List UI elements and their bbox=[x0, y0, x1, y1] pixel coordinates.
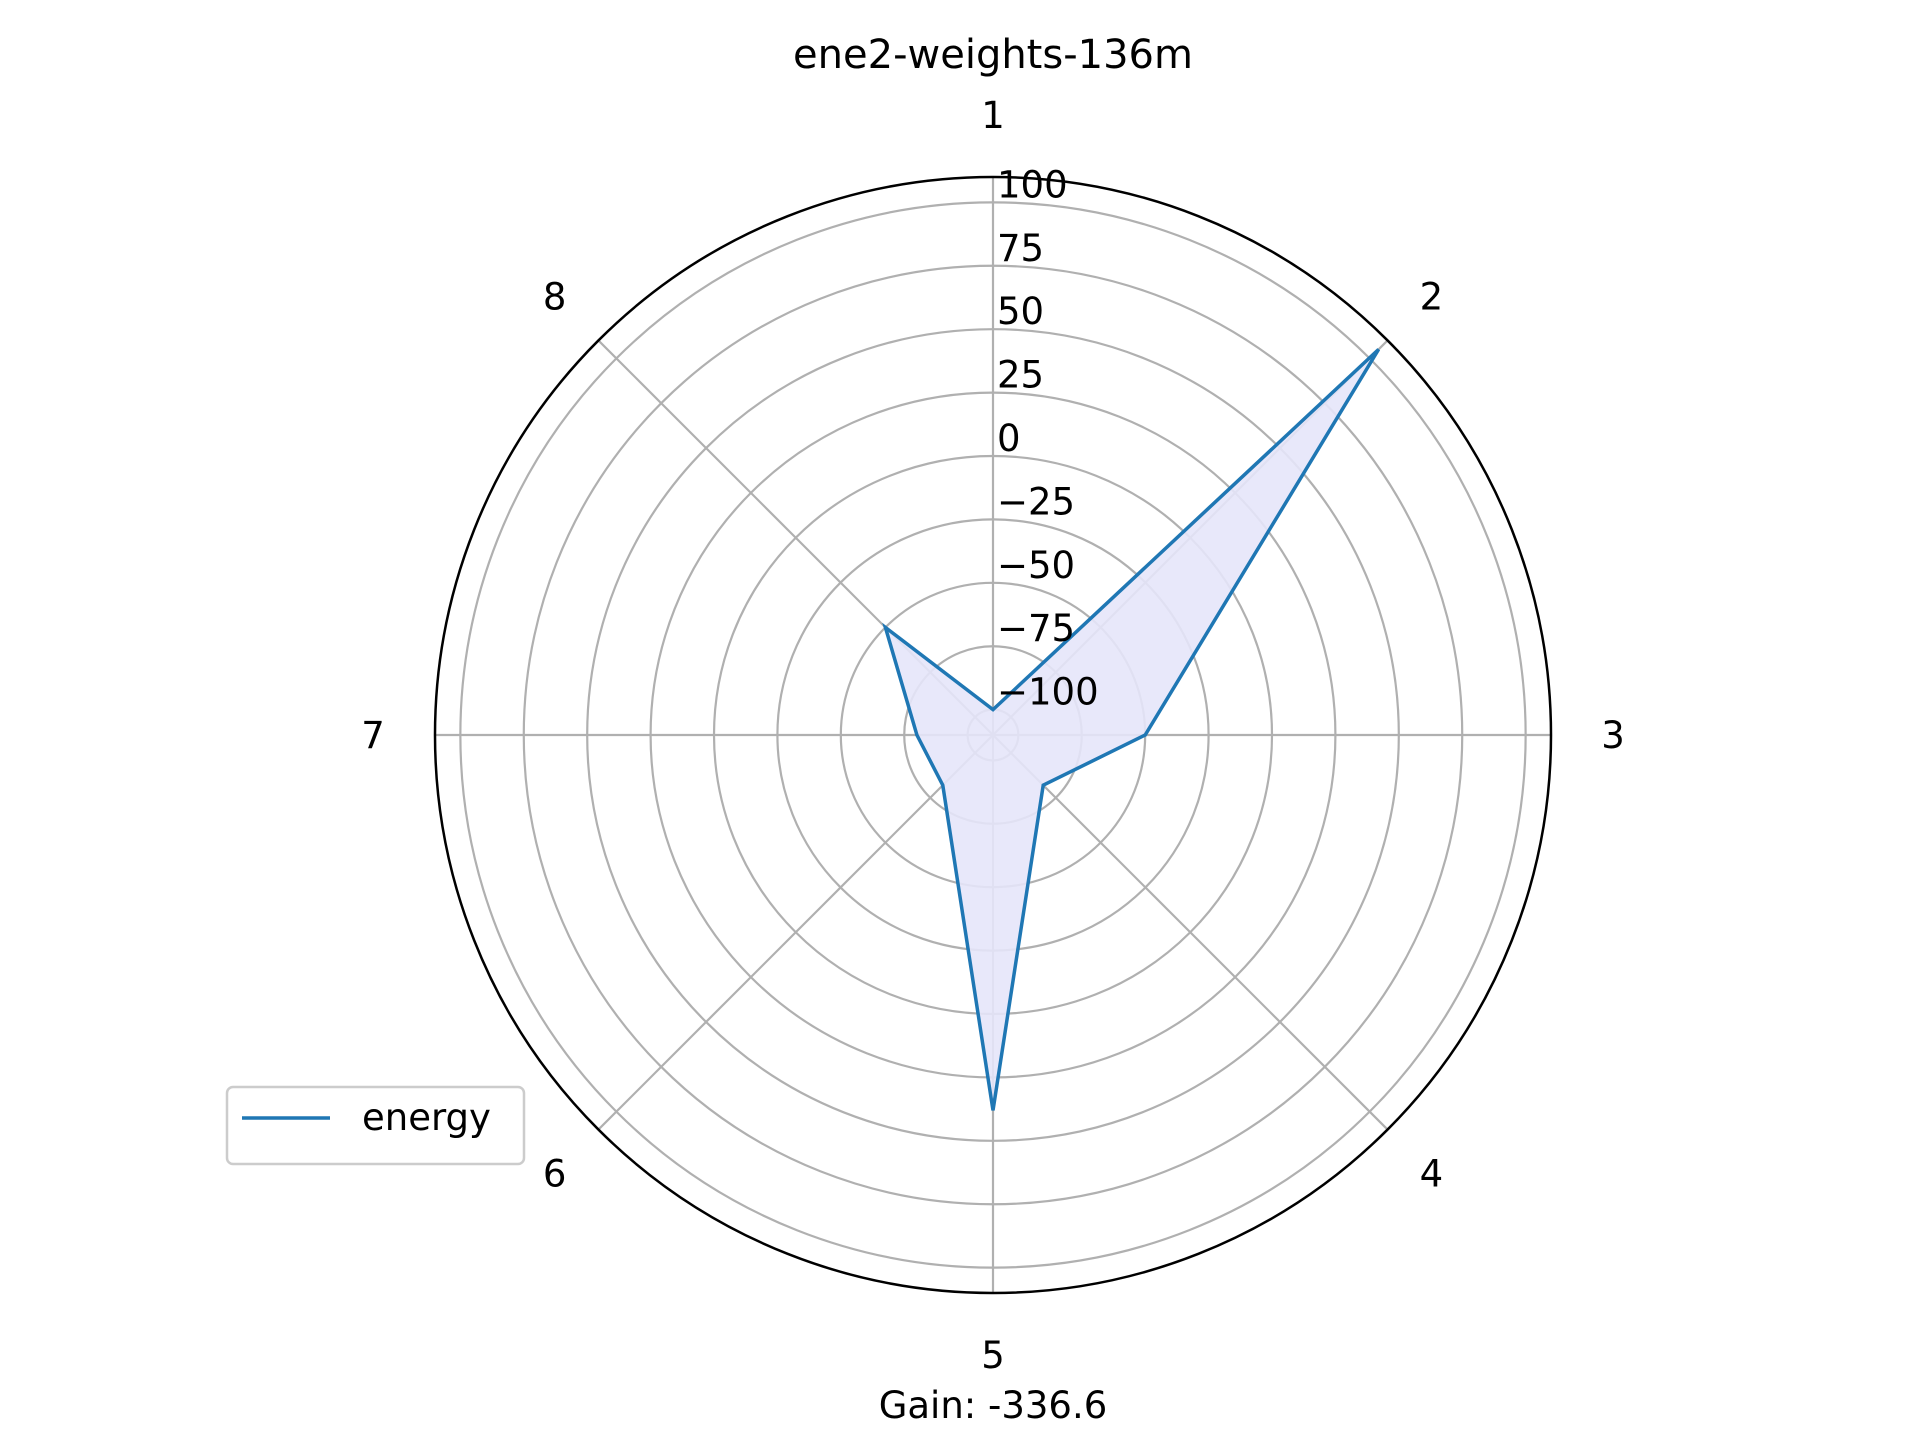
series-line bbox=[882, 348, 1381, 1111]
radial-tick-label: 100 bbox=[997, 163, 1068, 206]
category-label: 2 bbox=[1420, 276, 1444, 319]
polar-spine bbox=[433, 175, 1553, 1295]
category-label: 3 bbox=[1601, 714, 1625, 757]
radial-tick-label: 75 bbox=[997, 227, 1044, 270]
legend-box bbox=[225, 1085, 526, 1166]
spoke-line bbox=[597, 734, 994, 1131]
legend-label: energy bbox=[362, 1096, 491, 1139]
category-label: 6 bbox=[543, 1152, 567, 1195]
category-label: 1 bbox=[981, 94, 1005, 137]
legend: energy bbox=[225, 1085, 526, 1166]
radial-tick-label: 50 bbox=[997, 290, 1044, 333]
radial-tick-label: −25 bbox=[997, 480, 1075, 523]
radial-tick-label: 0 bbox=[997, 417, 1021, 460]
category-label: 7 bbox=[361, 714, 385, 757]
series-layer bbox=[882, 348, 1381, 1111]
category-label: 5 bbox=[981, 1334, 1005, 1377]
label-layer: 100 75 50 25 0 −25 −50 −75 −100 1 2 3 4 5 6 7 8 bbox=[361, 94, 1625, 1377]
radial-tick-label: 25 bbox=[997, 354, 1044, 397]
radial-tick-label: −100 bbox=[997, 671, 1099, 714]
gain-annotation: Gain: -336.6 bbox=[879, 1384, 1108, 1427]
category-label: 8 bbox=[543, 276, 567, 319]
chart-title: ene2-weights-136m bbox=[793, 32, 1193, 78]
radial-tick-label: −75 bbox=[997, 607, 1075, 650]
series-fill bbox=[885, 349, 1379, 1111]
radial-tick-label: −50 bbox=[997, 544, 1075, 587]
category-label: 4 bbox=[1420, 1152, 1444, 1195]
spoke-line bbox=[992, 734, 1389, 1131]
